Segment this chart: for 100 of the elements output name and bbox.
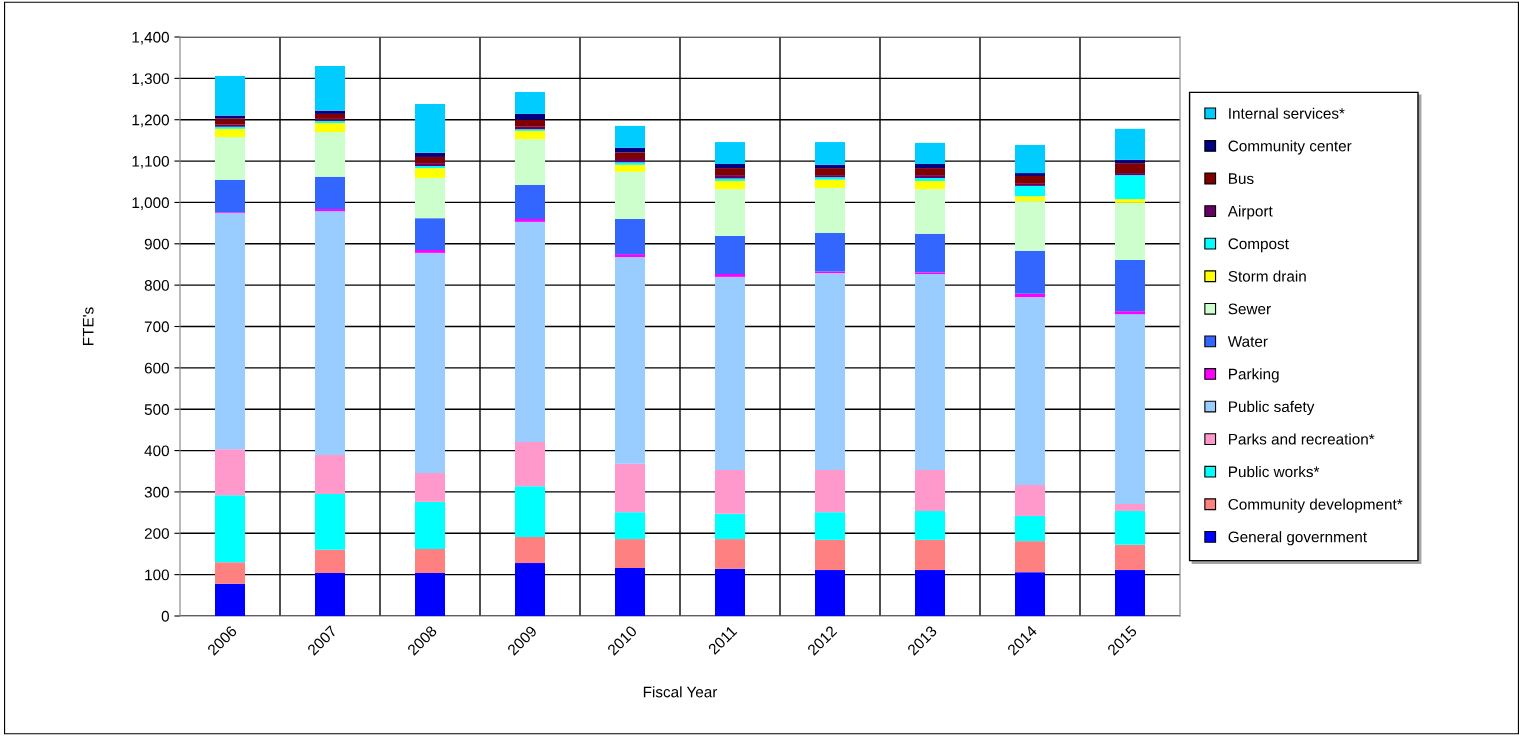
bar xyxy=(1015,185,1045,197)
bar xyxy=(515,119,545,127)
bar xyxy=(915,189,945,234)
y-tick-label: 400 xyxy=(144,445,169,457)
bar xyxy=(415,178,445,219)
bar xyxy=(515,113,545,120)
bar xyxy=(515,441,545,487)
legend-label: Water xyxy=(1227,336,1268,347)
bar xyxy=(615,512,645,540)
bar xyxy=(1115,314,1145,504)
y-tick-label: 700 xyxy=(144,321,169,333)
bar xyxy=(1115,259,1145,312)
bar xyxy=(515,486,545,538)
bar xyxy=(215,128,245,138)
y-tick-label: 1,100 xyxy=(132,155,169,169)
bar xyxy=(215,75,245,116)
bar xyxy=(415,472,445,502)
bar xyxy=(315,132,345,177)
bar xyxy=(815,168,845,176)
bar xyxy=(415,104,445,153)
bar xyxy=(915,163,945,169)
legend-label: Sewer xyxy=(1228,303,1271,315)
bar xyxy=(315,494,345,550)
bar xyxy=(315,211,345,456)
bar xyxy=(315,549,345,573)
bar xyxy=(615,463,645,513)
bar xyxy=(615,539,645,569)
bar xyxy=(915,470,945,511)
bar xyxy=(1115,510,1145,545)
bar xyxy=(1015,173,1045,176)
bar xyxy=(415,252,445,473)
y-tick-label: 300 xyxy=(144,486,169,498)
bar xyxy=(915,273,945,471)
legend-label: Parking xyxy=(1229,368,1279,383)
bar xyxy=(1115,163,1145,174)
bar xyxy=(1015,175,1045,184)
bar xyxy=(515,563,545,616)
legend-label: Parks and recreation* xyxy=(1229,433,1375,445)
bar xyxy=(1015,572,1045,616)
bar xyxy=(615,254,645,258)
bar xyxy=(915,168,945,176)
y-tick-label: 1,000 xyxy=(132,197,169,210)
y-tick-label: 100 xyxy=(145,569,169,581)
bar xyxy=(815,233,845,272)
bar xyxy=(1015,541,1045,573)
y-tick-label: 600 xyxy=(144,362,169,374)
bar xyxy=(715,142,745,164)
bar xyxy=(415,152,445,157)
bar xyxy=(915,539,945,571)
bar xyxy=(1015,293,1045,298)
bar xyxy=(215,137,245,180)
bar xyxy=(715,163,745,169)
bar xyxy=(815,539,845,571)
legend-label: Storm drain xyxy=(1228,270,1306,282)
bar xyxy=(815,179,845,188)
bar xyxy=(215,449,245,496)
bar xyxy=(315,455,345,494)
bar xyxy=(215,562,245,584)
bar xyxy=(915,180,945,190)
bar xyxy=(715,539,745,569)
bar xyxy=(515,221,545,442)
bar xyxy=(615,568,645,616)
bar xyxy=(915,510,945,540)
bar xyxy=(915,233,945,273)
bar xyxy=(515,130,545,140)
y-tick-label: 200 xyxy=(144,528,169,539)
bar xyxy=(515,92,545,114)
bar xyxy=(315,572,345,616)
bar xyxy=(415,218,445,250)
bar xyxy=(715,180,745,190)
bar xyxy=(1115,173,1145,176)
y-tick-label: 500 xyxy=(144,404,169,415)
bar xyxy=(715,568,745,616)
bar xyxy=(415,572,445,616)
y-tick-label: 800 xyxy=(144,280,169,291)
bar xyxy=(1115,311,1145,315)
bar xyxy=(615,171,645,219)
bar xyxy=(615,125,645,148)
legend-label: Internal services* xyxy=(1229,107,1345,119)
bar xyxy=(715,513,745,540)
bar xyxy=(415,156,445,164)
bar xyxy=(415,549,445,573)
bar xyxy=(515,218,545,222)
bar xyxy=(415,168,445,179)
bar xyxy=(1115,128,1145,160)
bar xyxy=(315,110,345,114)
y-tick-label: 1,200 xyxy=(132,114,169,128)
bar xyxy=(1115,544,1145,571)
bar xyxy=(1115,202,1145,260)
bar xyxy=(215,179,245,212)
bar xyxy=(1015,196,1045,202)
bar xyxy=(215,212,245,450)
y-axis-title: FTE's xyxy=(82,307,94,345)
legend-label: Public works* xyxy=(1229,465,1320,478)
bar xyxy=(715,470,745,514)
bar xyxy=(315,65,345,111)
bar xyxy=(915,570,945,616)
bar xyxy=(615,164,645,172)
bar xyxy=(1015,201,1045,251)
legend-label: General government xyxy=(1228,531,1367,546)
